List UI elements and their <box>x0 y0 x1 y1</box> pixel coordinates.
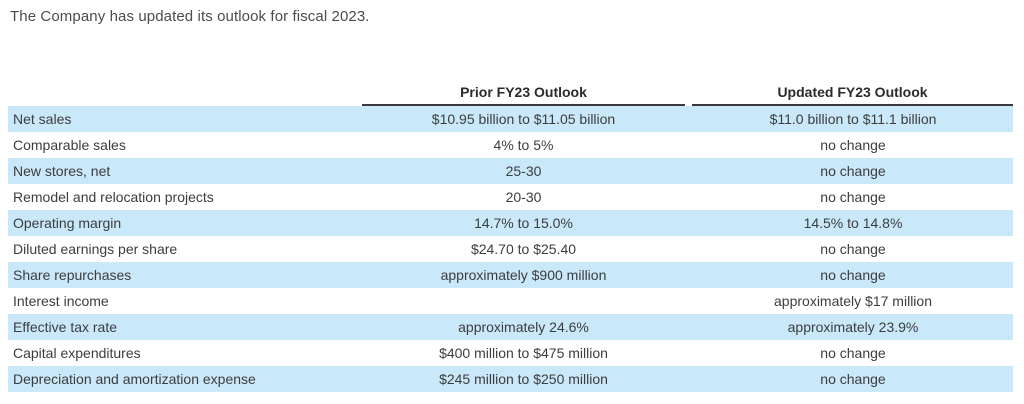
updated-outlook-value: no change <box>820 267 886 283</box>
intro-text: The Company has updated its outlook for … <box>10 8 370 25</box>
updated-outlook-value: approximately $17 million <box>774 293 932 309</box>
updated-outlook-value: no change <box>820 345 886 361</box>
row-label: Operating margin <box>13 215 122 231</box>
row-label: Net sales <box>13 111 72 127</box>
row-label: Diluted earnings per share <box>13 241 178 257</box>
table-header-row: Prior FY23 Outlook Updated FY23 Outlook <box>8 82 1013 106</box>
updated-outlook-value: 14.5% to 14.8% <box>803 215 903 231</box>
row-label: Depreciation and amortization expense <box>13 371 256 387</box>
prior-outlook-value: 25-30 <box>505 163 542 179</box>
table-row: Diluted earnings per share $24.70 to $25… <box>8 236 1013 262</box>
updated-outlook-value: no change <box>820 137 886 153</box>
prior-outlook-value: $24.70 to $25.40 <box>470 241 577 257</box>
prior-outlook-value: approximately 24.6% <box>458 319 589 335</box>
updated-outlook-value: no change <box>820 163 886 179</box>
row-label: Share repurchases <box>13 267 132 283</box>
table-row: Effective tax rate approximately 24.6% a… <box>8 314 1013 340</box>
updated-outlook-value: $11.0 billion to $11.1 billion <box>769 111 937 127</box>
row-label: Effective tax rate <box>13 319 118 335</box>
prior-outlook-value: 14.7% to 15.0% <box>474 215 573 231</box>
table-row: Share repurchases approximately $900 mil… <box>8 262 1013 288</box>
table-row: Interest income approximately $17 millio… <box>8 288 1013 314</box>
row-label: New stores, net <box>13 163 111 179</box>
row-label: Capital expenditures <box>13 345 141 361</box>
prior-outlook-value: $245 million to $250 million <box>439 371 608 387</box>
table-row: Net sales $10.95 billion to $11.05 billi… <box>8 106 1013 132</box>
column-header-prior-outlook: Prior FY23 Outlook <box>362 84 685 106</box>
outlook-table: Prior FY23 Outlook Updated FY23 Outlook … <box>8 82 1013 392</box>
updated-outlook-value: no change <box>820 189 886 205</box>
prior-outlook-value: approximately $900 million <box>440 267 607 283</box>
row-label: Interest income <box>13 293 109 309</box>
prior-outlook-value: 20-30 <box>505 189 542 205</box>
updated-outlook-value: approximately 23.9% <box>787 319 919 335</box>
updated-outlook-value: no change <box>820 241 886 257</box>
table-row: New stores, net 25-30 no change <box>8 158 1013 184</box>
prior-outlook-value: $10.95 billion to $11.05 billion <box>431 111 616 127</box>
table-row: Comparable sales 4% to 5% no change <box>8 132 1013 158</box>
prior-outlook-value: 4% to 5% <box>493 137 554 153</box>
table-body: Net sales $10.95 billion to $11.05 billi… <box>8 106 1013 392</box>
row-label: Remodel and relocation projects <box>13 189 214 205</box>
table-row: Operating margin 14.7% to 15.0% 14.5% to… <box>8 210 1013 236</box>
table-row: Capital expenditures $400 million to $47… <box>8 340 1013 366</box>
updated-outlook-value: no change <box>820 371 886 387</box>
row-label: Comparable sales <box>13 137 126 153</box>
prior-outlook-value: $400 million to $475 million <box>439 345 608 361</box>
table-row: Depreciation and amortization expense $2… <box>8 366 1013 392</box>
column-header-updated-outlook: Updated FY23 Outlook <box>692 84 1013 106</box>
table-row: Remodel and relocation projects 20-30 no… <box>8 184 1013 210</box>
